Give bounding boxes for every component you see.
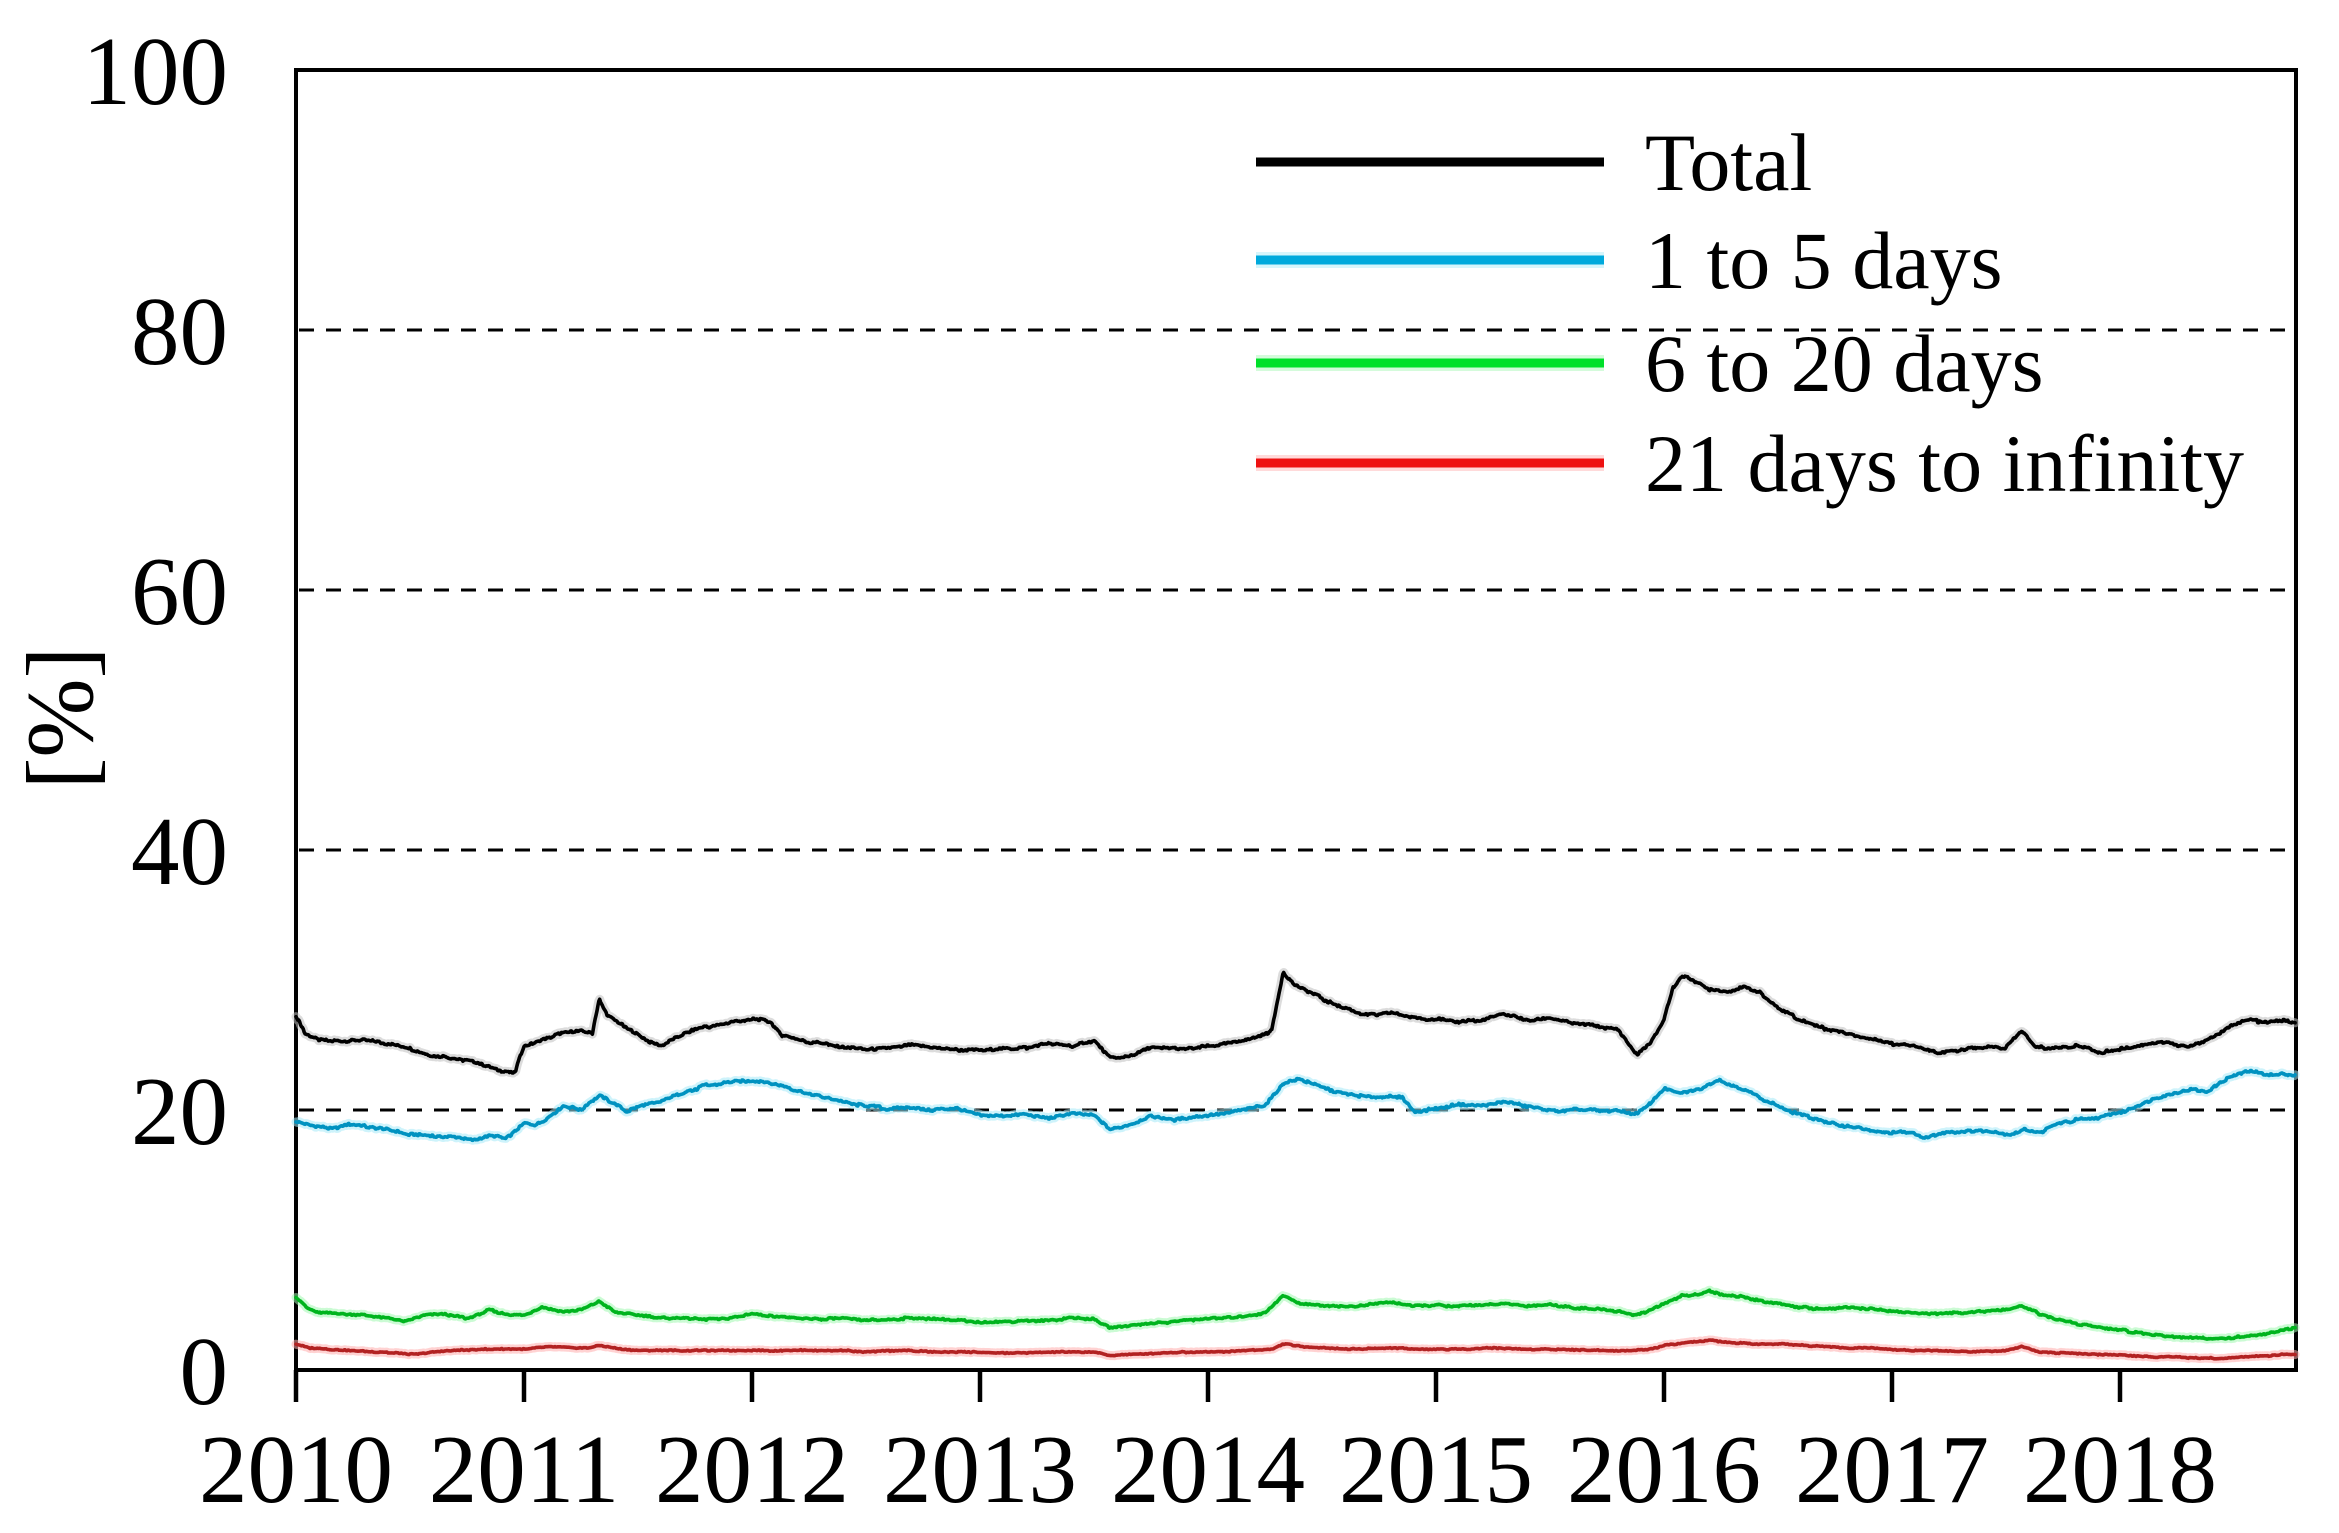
series-line-total (294, 970, 2297, 1075)
series-line-1-to-5-days (294, 1068, 2297, 1143)
series-line-21-days-to-infinity (294, 1338, 2297, 1361)
y-tick-label-20: 20 (131, 1058, 228, 1165)
x-tick-label-2011: 2011 (429, 1416, 619, 1523)
x-axis: 2010 2011 2012 2013 2014 2015 2016 2017 2018 (199, 1370, 2217, 1523)
series-line-6-to-20-days (294, 1288, 2297, 1341)
legend-label-total: Total (1645, 117, 1812, 208)
x-tick-label-2015: 2015 (1339, 1416, 1533, 1523)
legend-item-6-to-20-days: 6 to 20 days (1256, 318, 2044, 409)
x-tick-label-2010: 2010 (199, 1416, 393, 1523)
y-axis: 0 20 40 60 80 100 (83, 18, 229, 1425)
y-tick-label-40: 40 (131, 798, 228, 905)
x-tick-label-2016: 2016 (1567, 1416, 1761, 1523)
legend-item-21-days-to-infinity: 21 days to infinity (1256, 418, 2244, 509)
x-tick-label-2014: 2014 (1111, 1416, 1305, 1523)
legend-label-6-to-20-days: 6 to 20 days (1645, 318, 2044, 409)
legend-item-1-to-5-days: 1 to 5 days (1256, 215, 2003, 306)
y-tick-label-100: 100 (83, 18, 229, 125)
y-tick-label-80: 80 (131, 278, 228, 385)
legend-label-21-days-to-infinity: 21 days to infinity (1645, 418, 2244, 509)
series-lines (291, 968, 2300, 1364)
y-tick-label-0: 0 (180, 1318, 229, 1425)
legend-item-total: Total (1256, 117, 1812, 208)
y-tick-label-60: 60 (131, 538, 228, 645)
x-tick-label-2018: 2018 (2023, 1416, 2217, 1523)
y-axis-title: [%] (7, 647, 113, 789)
plot-border (294, 68, 2298, 1372)
x-tick-label-2012: 2012 (655, 1416, 849, 1523)
x-tick-label-2013: 2013 (883, 1416, 1077, 1523)
legend-label-1-to-5-days: 1 to 5 days (1645, 215, 2003, 306)
x-tick-label-2017: 2017 (1795, 1416, 1989, 1523)
